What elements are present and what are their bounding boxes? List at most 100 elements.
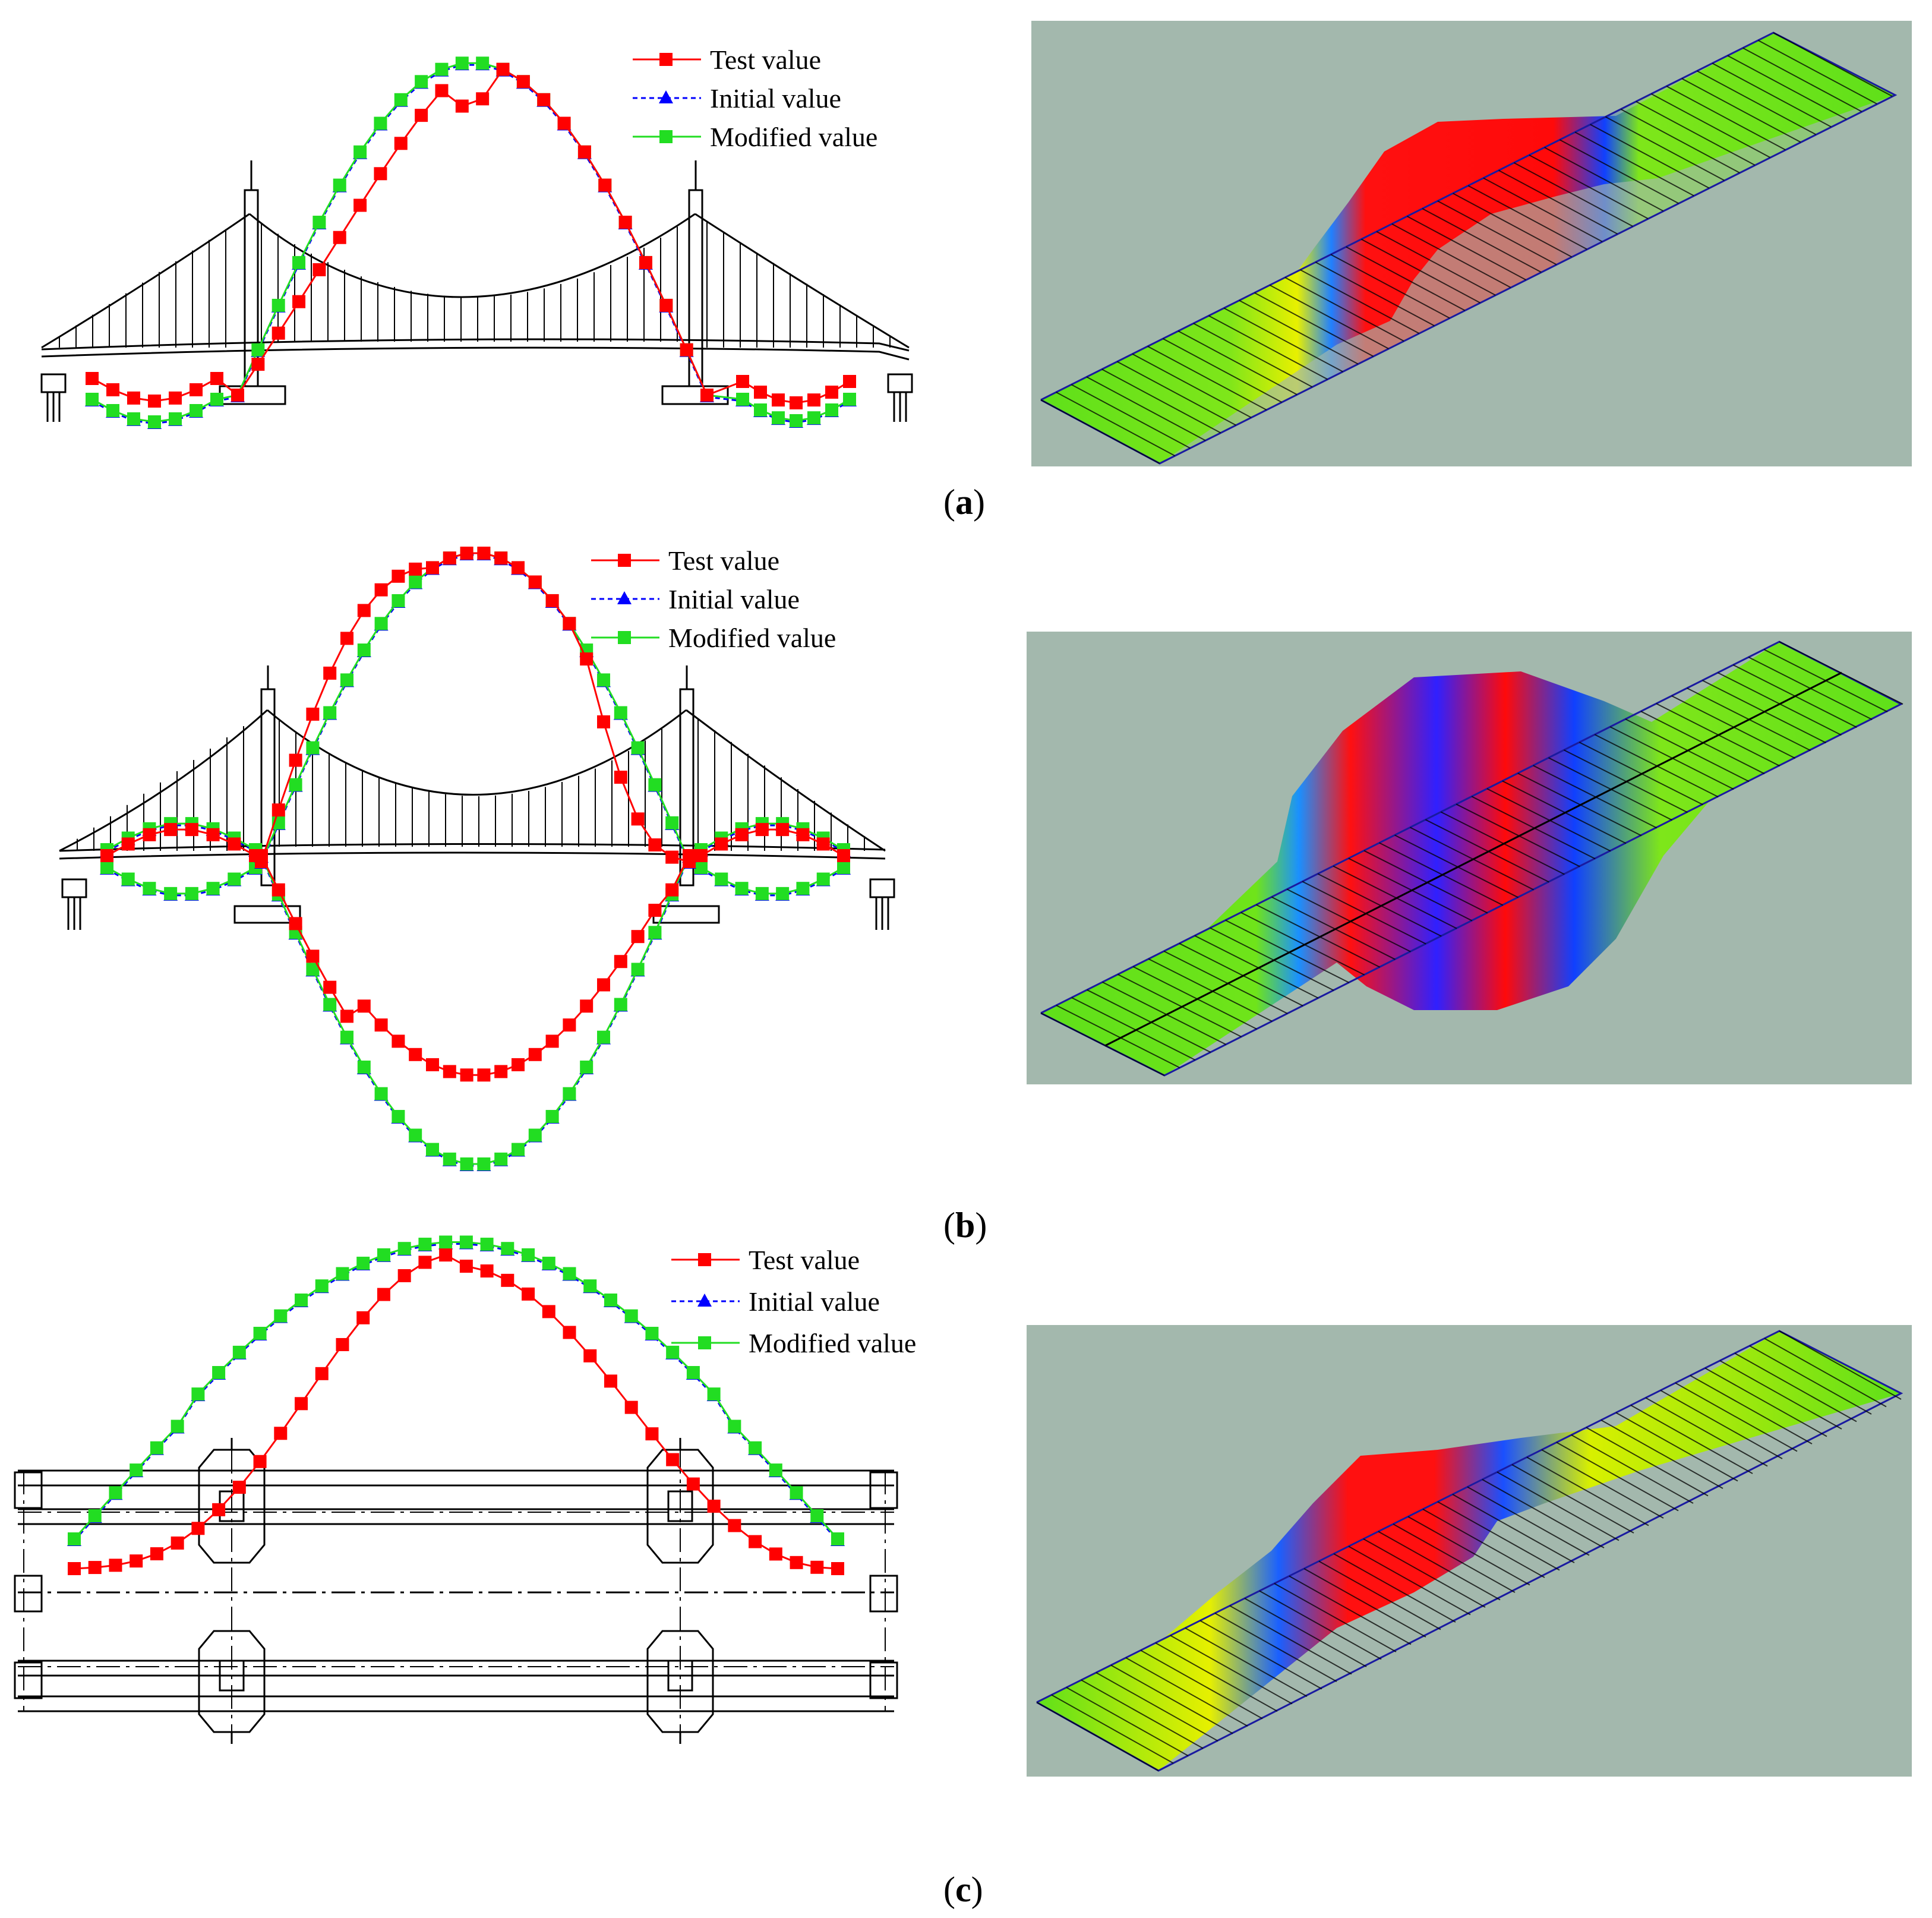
square-marker	[253, 1455, 267, 1468]
square-marker	[631, 930, 645, 944]
square-marker	[796, 882, 810, 895]
square-marker	[825, 386, 838, 399]
mesh-line	[1148, 958, 1273, 1022]
legend-test-label: Test value	[749, 1245, 860, 1275]
mesh-line	[1748, 657, 1873, 720]
square-marker	[816, 872, 830, 886]
mesh-line	[1467, 1486, 1590, 1556]
mesh-line	[1066, 1687, 1189, 1756]
square-marker	[477, 1157, 491, 1171]
square-marker	[459, 1260, 473, 1273]
square-marker	[736, 393, 749, 406]
square-marker	[164, 887, 178, 900]
square-marker	[790, 396, 803, 409]
mesh-line	[1363, 1538, 1486, 1608]
legend-initial-label: Initial value	[710, 83, 841, 113]
square-marker	[228, 837, 241, 851]
mesh-line	[1223, 307, 1343, 373]
square-marker	[392, 1110, 405, 1124]
square-marker	[597, 978, 610, 992]
square-marker	[755, 823, 769, 837]
square-marker	[645, 1427, 659, 1441]
square-marker	[323, 998, 337, 1011]
mesh-line	[1284, 277, 1404, 342]
mesh-line	[1437, 200, 1557, 266]
square-marker	[306, 949, 320, 963]
square-marker	[460, 1068, 473, 1082]
series-test-a	[86, 62, 856, 409]
square-marker	[694, 849, 708, 862]
square-marker	[109, 1486, 122, 1500]
square-marker	[477, 547, 491, 560]
square-marker	[409, 562, 422, 576]
legend-test-label: Test value	[710, 45, 821, 75]
square-marker	[494, 1065, 508, 1078]
square-marker	[776, 887, 790, 900]
square-marker	[542, 1305, 555, 1318]
square-marker	[512, 1058, 525, 1071]
square-marker	[769, 1463, 782, 1477]
square-marker	[106, 404, 119, 417]
mesh-line	[1630, 1405, 1753, 1474]
square-marker	[232, 1481, 246, 1494]
mesh-line	[1199, 1620, 1322, 1690]
square-marker	[796, 828, 810, 841]
triangle-marker-icon	[697, 1294, 712, 1307]
modified-marker-icon	[698, 1336, 711, 1349]
mesh-line	[1333, 1553, 1456, 1623]
square-marker	[171, 1419, 184, 1433]
square-marker	[356, 1311, 370, 1324]
modified-marker-icon	[618, 631, 631, 644]
square-marker	[68, 1532, 81, 1545]
square-marker	[443, 551, 456, 565]
mesh-line	[1096, 1672, 1218, 1742]
mesh-line	[1452, 1494, 1575, 1563]
square-marker	[597, 1030, 610, 1044]
square-marker	[455, 99, 469, 113]
mesh-line	[1229, 1605, 1352, 1675]
mesh-line	[1040, 399, 1160, 464]
square-marker	[776, 823, 790, 837]
square-marker	[415, 75, 428, 89]
square-marker	[169, 391, 182, 405]
mesh-line	[1437, 1501, 1560, 1571]
mode-shape-curves	[67, 56, 857, 1575]
mesh-line	[1440, 811, 1565, 875]
square-marker	[323, 706, 337, 720]
square-marker	[353, 198, 367, 212]
square-marker	[289, 778, 302, 791]
square-marker	[542, 1257, 555, 1270]
square-marker	[545, 594, 559, 607]
mesh-line	[1333, 865, 1457, 929]
square-marker	[435, 62, 449, 76]
mesh-line	[1348, 1545, 1471, 1616]
mesh-line	[1086, 376, 1206, 441]
mesh-line	[1177, 330, 1298, 396]
square-marker	[394, 137, 408, 150]
square-marker	[645, 1327, 659, 1340]
square-marker	[374, 116, 387, 130]
square-marker	[397, 1242, 411, 1255]
square-marker	[374, 617, 388, 630]
square-marker	[409, 1128, 422, 1142]
mesh-line	[1712, 62, 1832, 128]
square-marker	[212, 1366, 226, 1380]
square-marker	[494, 551, 508, 565]
mesh-line	[1286, 888, 1411, 952]
square-marker	[377, 1288, 390, 1301]
mesh-line	[1239, 299, 1359, 365]
square-marker	[272, 883, 285, 897]
mesh-line	[1302, 881, 1426, 945]
square-marker	[686, 1477, 700, 1491]
mesh-line	[1330, 254, 1450, 319]
square-marker	[516, 75, 530, 89]
square-marker	[312, 263, 326, 276]
mesh-line	[1240, 911, 1365, 976]
mesh-line	[1600, 1419, 1723, 1489]
square-marker	[190, 404, 203, 417]
mesh-line	[1376, 231, 1496, 296]
mesh-line	[1051, 1694, 1174, 1764]
legend-a: Test value Initial value Modified value	[633, 45, 877, 152]
square-marker	[715, 872, 728, 886]
square-marker	[597, 673, 610, 687]
